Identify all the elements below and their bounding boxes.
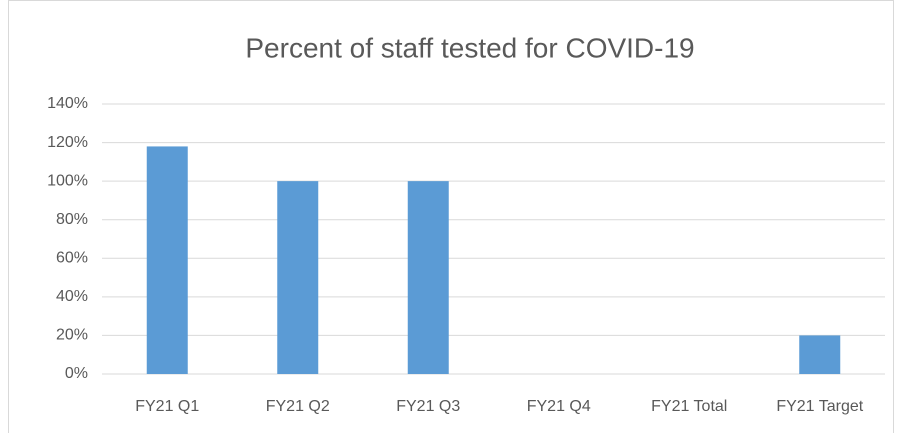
x-tick-label: FY21 Target	[776, 398, 863, 415]
x-tick-label: FY21 Q1	[135, 398, 199, 415]
y-tick-label: 120%	[47, 134, 88, 151]
y-tick-label: 80%	[56, 211, 88, 228]
y-tick-label: 100%	[47, 172, 88, 189]
bar	[407, 181, 449, 374]
bar	[146, 146, 188, 374]
y-tick-label: 60%	[56, 250, 88, 267]
x-tick-label: FY21 Q2	[266, 398, 330, 415]
x-tick-label: FY21 Total	[651, 398, 727, 415]
y-tick-label: 140%	[47, 95, 88, 112]
x-tick-label: FY21 Q4	[527, 398, 591, 415]
bar	[799, 335, 841, 374]
y-tick-label: 20%	[56, 327, 88, 344]
y-tick-label: 0%	[65, 365, 88, 382]
y-tick-label: 40%	[56, 288, 88, 305]
x-tick-label: FY21 Q3	[396, 398, 460, 415]
bar	[277, 181, 319, 374]
chart-border	[8, 0, 894, 433]
chart-title: Percent of staff tested for COVID-19	[245, 32, 694, 63]
